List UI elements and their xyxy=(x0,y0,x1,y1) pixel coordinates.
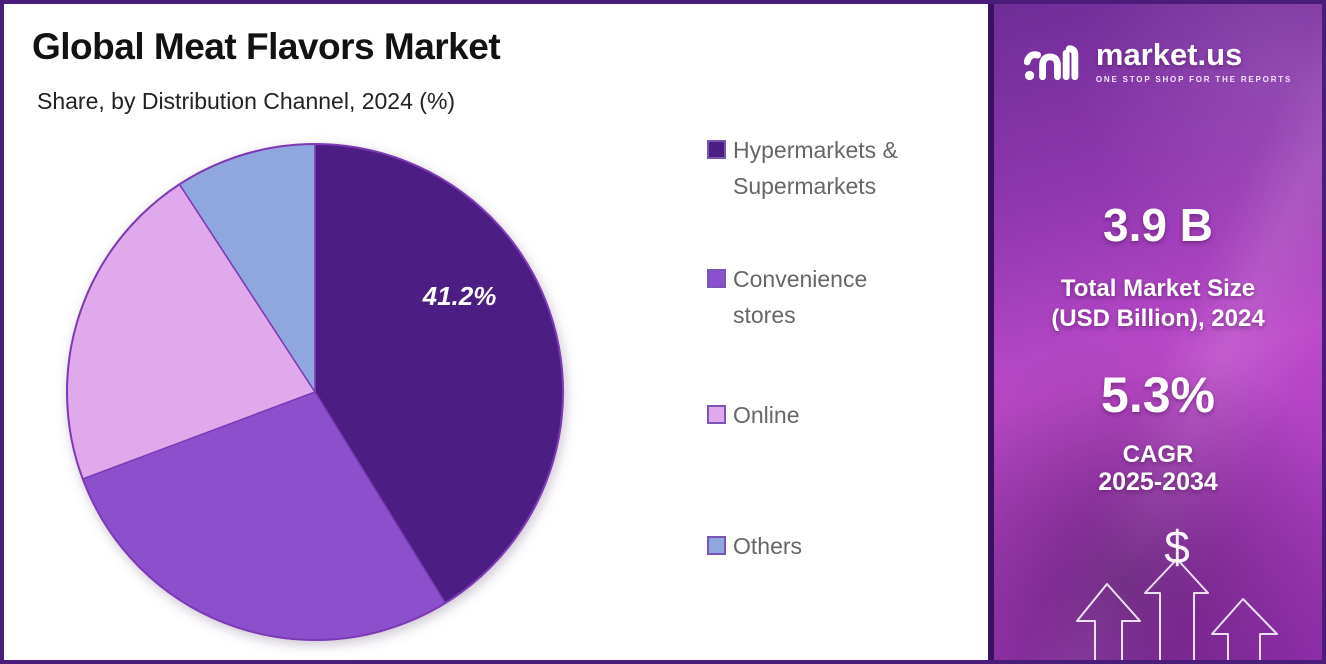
chart-panel: Global Meat Flavors Market Share, by Dis… xyxy=(4,4,988,660)
brand-text: market.us ONE STOP SHOP FOR THE REPORTS xyxy=(1096,37,1292,84)
pie-chart: 41.2% xyxy=(66,143,564,641)
legend: Hypermarkets & Supermarkets Convenience … xyxy=(707,4,937,660)
legend-label: Online xyxy=(733,402,800,428)
legend-item-others: Others xyxy=(707,528,933,564)
cagr-label: CAGR xyxy=(1122,441,1194,468)
legend-label: Others xyxy=(733,533,803,559)
legend-swatch xyxy=(707,536,726,555)
sidebar: market.us ONE STOP SHOP FOR THE REPORTS … xyxy=(988,4,1322,660)
legend-swatch xyxy=(707,269,726,288)
dollar-icon: $ xyxy=(1164,521,1190,573)
legend-label: Convenience stores xyxy=(733,266,868,328)
pie-outline xyxy=(66,143,564,641)
market-size-label: Total Market Size (USD Billion), 2024 xyxy=(1051,275,1265,332)
page-title: Global Meat Flavors Market xyxy=(32,26,501,67)
legend-swatch xyxy=(707,405,726,424)
marketus-logo-mark-icon xyxy=(1023,45,1079,81)
legend-swatch xyxy=(707,140,726,159)
legend-item-online: Online xyxy=(707,397,933,433)
legend-item-hypermarkets-supermarkets: Hypermarkets & Supermarkets xyxy=(707,132,933,204)
market-size-value: 3.9 B xyxy=(1103,199,1213,251)
brand: market.us ONE STOP SHOP FOR THE REPORTS xyxy=(994,34,1322,86)
cagr-value: 5.3% xyxy=(1101,367,1215,423)
legend-item-convenience-stores: Convenience stores xyxy=(707,261,933,333)
cagr-period: 2025-2034 xyxy=(1098,468,1218,496)
growth-arrows-icon: $ xyxy=(1076,521,1278,660)
pie-data-label: 41.2% xyxy=(422,281,497,311)
brand-name: market.us xyxy=(1095,36,1243,72)
chart-subtitle: Share, by Distribution Channel, 2024 (%) xyxy=(37,88,456,114)
brand-tagline: ONE STOP SHOP FOR THE REPORTS xyxy=(1095,74,1293,84)
legend-label: Hypermarkets & Supermarkets xyxy=(733,137,898,199)
